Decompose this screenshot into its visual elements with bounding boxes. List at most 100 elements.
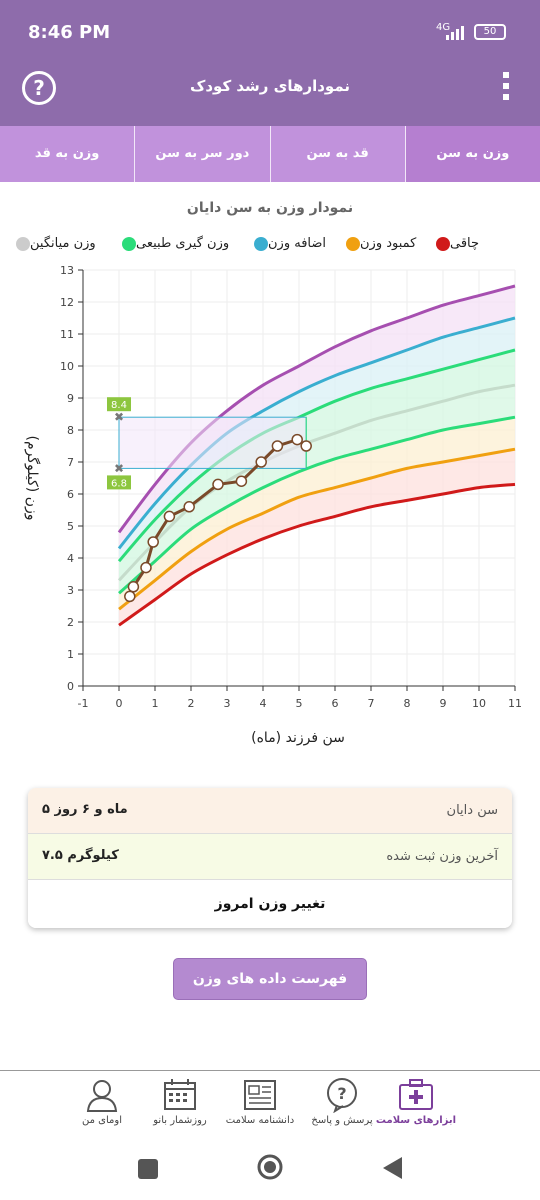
- child-weight-point: [140, 561, 152, 574]
- user-avatar-icon: [86, 1080, 118, 1112]
- medical-kit-icon: [399, 1079, 433, 1110]
- y-tick-label: 1: [67, 648, 74, 661]
- legend-dot: [16, 236, 30, 251]
- bottom-nav: ابزارهای سلامت ? پرسش و پاسخ دانشنامه سل…: [0, 1070, 540, 1140]
- chart-band: [119, 286, 515, 549]
- nav-label: ابزارهای سلامت: [375, 1115, 457, 1126]
- x-tick-label: 9: [440, 697, 447, 710]
- x-tick-label: 1: [152, 697, 159, 710]
- age-value: ۵ ماه و ۶ روز: [42, 802, 128, 817]
- tab-head-for-age[interactable]: دور سر به سن: [134, 126, 270, 182]
- battery-icon: 50: [474, 24, 506, 40]
- nav-label: روزشمار بانو: [153, 1115, 207, 1126]
- nav-profile[interactable]: اومای من: [52, 1077, 152, 1126]
- x-tick-label: 10: [472, 697, 486, 710]
- legend-item-average: وزن میانگین: [12, 236, 96, 251]
- y-tick-label: 6: [67, 488, 74, 501]
- back-icon[interactable]: [380, 1155, 404, 1181]
- y-tick-label: 11: [60, 328, 74, 341]
- child-weight-point: [147, 536, 159, 548]
- weight-label: آخرین وزن ثبت شده: [386, 849, 498, 864]
- nav-encyclopedia[interactable]: دانشنامه سلامت: [210, 1077, 310, 1126]
- weight-row: آخرین وزن ثبت شده ۷.۵ کیلوگرم: [28, 834, 512, 880]
- child-weight-point: [127, 581, 140, 593]
- child-weight-point: [235, 475, 248, 487]
- calendar-icon: [164, 1079, 196, 1110]
- weight-list-button[interactable]: فهرست داده های وزن دایان: [173, 958, 367, 1027]
- tab-weight-for-age[interactable]: وزن به سن: [404, 126, 540, 182]
- network-type: 4G: [436, 22, 451, 33]
- reference-line: [117, 348, 516, 563]
- recent-apps-icon[interactable]: [136, 1157, 160, 1181]
- svg-text:?: ?: [337, 1084, 346, 1103]
- legend-item-normal: وزن گیری طبیعی: [118, 236, 229, 251]
- range-badge-label: 8.4: [111, 400, 127, 411]
- chart-title: نمودار وزن به سن دایان: [186, 200, 354, 216]
- child-weight-point: [163, 510, 176, 523]
- child-weight-point: [124, 590, 136, 603]
- chart-legend: وزن میانگین وزن گیری طبیعی اضافه وزن کمب…: [0, 236, 540, 260]
- info-card: سن دایان ۵ ماه و ۶ روز آخرین وزن ثبت شده…: [28, 788, 512, 928]
- y-axis-label: وزن (کیلوگرم): [24, 436, 41, 521]
- range-marker: ✖: [114, 461, 124, 475]
- range-badge: [107, 397, 131, 412]
- range-badge: [107, 475, 131, 490]
- y-tick-label: 12: [60, 296, 74, 309]
- legend-item-underweight: کمبود وزن: [342, 236, 416, 251]
- legend-item-overweight: اضافه وزن: [250, 236, 326, 251]
- reference-line: [118, 447, 516, 611]
- tab-height-for-age[interactable]: قد به سن: [269, 126, 405, 182]
- y-tick-label: 3: [67, 584, 74, 597]
- nav-qa[interactable]: ? پرسش و پاسخ: [292, 1077, 392, 1126]
- nav-calendar[interactable]: روزشمار بانو: [130, 1077, 230, 1126]
- range-badge-label: 6.8: [111, 478, 127, 489]
- nav-label: پرسش و پاسخ: [311, 1115, 373, 1126]
- page-title: نمودارهای رشد کودک: [189, 77, 351, 95]
- chart-band: [119, 385, 515, 594]
- signal-icon: [446, 26, 468, 40]
- chart-tabs: وزن به قد دور سر به سن قد به سن وزن به س…: [0, 126, 540, 182]
- help-icon[interactable]: ?: [22, 71, 56, 105]
- legend-dot: [254, 236, 268, 251]
- x-tick-label: 7: [368, 697, 375, 710]
- legend-dot: [436, 236, 450, 251]
- chart-band: [119, 449, 515, 626]
- x-tick-label: 11: [508, 697, 522, 710]
- overflow-menu-icon[interactable]: [500, 72, 512, 106]
- y-tick-label: 9: [67, 392, 74, 405]
- y-tick-label: 4: [67, 552, 74, 565]
- system-nav-bar: [0, 1140, 540, 1200]
- x-tick-label: 4: [260, 697, 267, 710]
- x-tick-label: 8: [404, 697, 411, 710]
- x-tick-label: 6: [332, 697, 339, 710]
- weight-value: ۷.۵ کیلوگرم: [42, 848, 119, 863]
- child-weight-point: [291, 433, 303, 446]
- reference-line: [118, 482, 516, 627]
- home-icon[interactable]: [256, 1153, 284, 1181]
- nav-label: اومای من: [82, 1115, 122, 1126]
- change-weight-button[interactable]: تغییر وزن امروز: [28, 880, 512, 928]
- tab-weight-for-height[interactable]: وزن به قد: [0, 126, 135, 182]
- x-tick-label: -1: [78, 697, 89, 710]
- y-tick-label: 5: [67, 520, 74, 533]
- child-weight-point: [271, 440, 284, 452]
- chart-band: [119, 318, 515, 562]
- child-weight-point: [212, 478, 224, 491]
- x-tick-label: 3: [224, 697, 231, 710]
- child-weight-point: [183, 501, 195, 513]
- age-row: سن دایان ۵ ماه و ۶ روز: [28, 788, 512, 834]
- y-tick-label: 13: [60, 264, 74, 277]
- legend-item-obesity: چاقی: [432, 236, 479, 251]
- range-marker: ✖: [114, 410, 124, 424]
- y-tick-label: 0: [67, 680, 74, 693]
- y-tick-label: 8: [67, 424, 74, 437]
- y-tick-label: 7: [67, 456, 74, 469]
- growth-chart: ✖8.4✖6.8 -1 0 1 2 3 4 5 6 7 8 9 10 11012345678910111…: [24, 264, 522, 746]
- legend-dot: [346, 236, 360, 251]
- y-tick-label: 2: [67, 616, 74, 629]
- reference-line: [118, 415, 516, 595]
- nav-health-tools[interactable]: ابزارهای سلامت: [366, 1077, 466, 1126]
- child-weight-point: [300, 440, 312, 452]
- status-time: 8:46 PM: [28, 22, 111, 43]
- question-bubble-icon: ?: [327, 1078, 357, 1113]
